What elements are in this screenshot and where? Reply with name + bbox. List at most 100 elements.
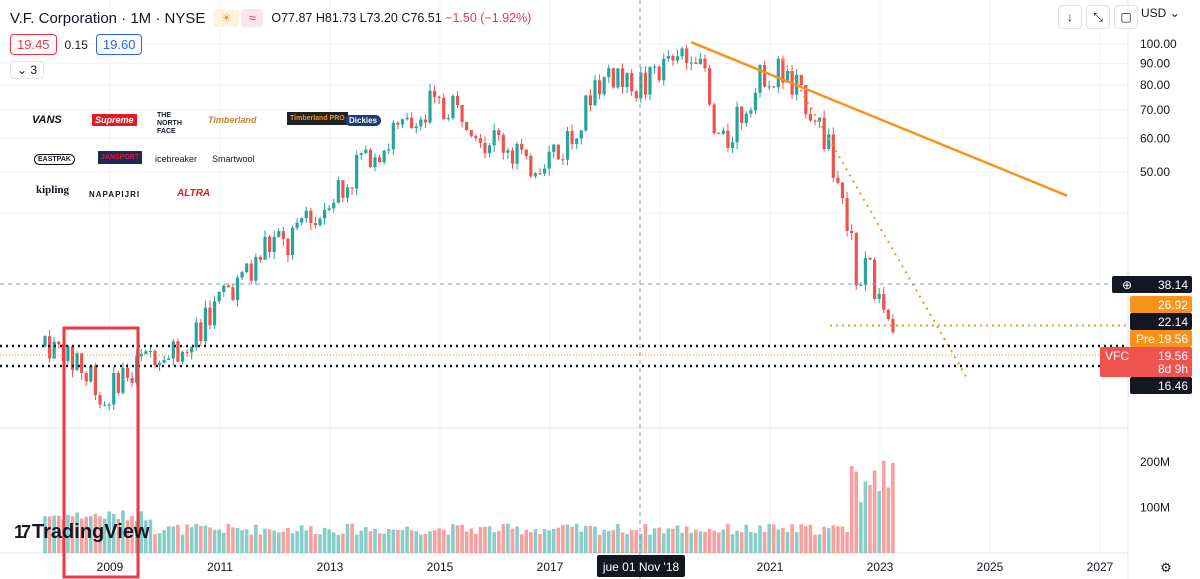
candle-body <box>47 336 52 359</box>
volume-bar <box>492 532 496 553</box>
ask-button[interactable]: 19.60 <box>95 34 143 55</box>
candle-body <box>666 56 670 59</box>
volume-bar <box>588 525 593 553</box>
volume-bar <box>130 515 134 553</box>
candle-body <box>524 149 528 156</box>
volume-bar <box>373 528 377 553</box>
candle-body <box>290 227 295 256</box>
candle-body <box>730 142 735 148</box>
candle-body <box>515 143 519 164</box>
volume-bar <box>666 528 671 553</box>
candle-body <box>740 106 744 123</box>
volume-bar <box>533 529 538 553</box>
volume-bar <box>391 529 396 553</box>
candle-body <box>377 157 382 163</box>
volume-bar <box>597 534 602 553</box>
candle-body <box>882 293 886 310</box>
volume-bar <box>111 513 116 553</box>
volume-bar <box>831 525 836 553</box>
candle-body <box>639 72 643 99</box>
candle-body <box>607 68 611 78</box>
candle-body <box>827 134 831 150</box>
candle-body <box>309 210 313 224</box>
candle-body <box>474 136 478 139</box>
candle-body <box>758 65 762 93</box>
candle-body <box>322 209 327 219</box>
volume-bar <box>47 516 52 553</box>
candle-body <box>698 58 703 65</box>
candle-body <box>332 202 336 209</box>
candle-body <box>419 119 423 127</box>
volume-bar <box>189 527 194 553</box>
volume-bar <box>446 534 451 553</box>
x-tick-label: 2023 <box>867 560 894 574</box>
crosshair-x-label: jue 01 Nov '18 <box>602 560 680 574</box>
candles <box>43 45 895 411</box>
axes: 100.00 90.00 80.00 70.00 60.00 50.00 200M 100M 2… <box>97 0 1200 579</box>
volume-bar <box>868 485 872 553</box>
tradingview-logo-icon: 17 <box>14 522 31 542</box>
arrow-down-icon[interactable]: ↓ <box>1058 5 1082 29</box>
pre-price: 19.56 <box>1158 332 1188 346</box>
candle-body <box>588 95 593 106</box>
tradingview-watermark: 17 TradingView <box>14 521 149 544</box>
candle-body <box>538 173 542 175</box>
candle-body <box>185 351 189 353</box>
candle-body <box>620 68 625 88</box>
candle-body <box>487 145 492 154</box>
candle-body <box>144 351 148 354</box>
volume-bar <box>776 529 781 553</box>
volume-bar <box>350 523 354 553</box>
symbol-title[interactable]: V.F. Corporation · 1M · NYSE <box>10 9 206 27</box>
volume-bar <box>212 529 217 553</box>
candle-body <box>432 90 437 97</box>
candle-body <box>121 367 125 393</box>
volume-bar <box>52 515 56 553</box>
volume-bar <box>570 526 574 553</box>
volume-bar <box>538 534 542 553</box>
y-tick-label: 70.00 <box>1140 103 1170 117</box>
volume-bar <box>840 526 845 553</box>
volume-bar <box>455 525 460 553</box>
ohlc-readout: O77.87 H81.73 L73.20 C76.51 −1.50 (−1.92… <box>271 11 531 25</box>
volume-bar <box>510 528 515 553</box>
volume-bar <box>859 502 863 553</box>
candle-body <box>84 372 88 382</box>
collapse-indicators-button[interactable]: ⌄ 3 <box>10 61 45 79</box>
candle-body <box>162 359 166 363</box>
screenshot-icon[interactable]: ▢ <box>1114 5 1138 29</box>
chevron-down-icon: ⌄ <box>17 63 28 77</box>
volume-bar <box>419 534 423 553</box>
candle-body <box>125 367 130 378</box>
fullscreen-icon[interactable]: ⤡ <box>1086 5 1110 29</box>
candle-body <box>451 95 455 119</box>
chevron-down-icon: ⌄ <box>1169 6 1180 20</box>
candle-body <box>799 74 803 86</box>
candle-body <box>300 218 304 223</box>
volume-bar <box>771 524 776 553</box>
candle-body <box>112 373 116 405</box>
logo-eastpak: EASTPAK <box>34 154 75 165</box>
volume-bar <box>643 523 648 553</box>
volume-bar <box>295 531 299 553</box>
volume-bar <box>872 470 877 553</box>
volume-bar <box>226 523 231 553</box>
x-tick-label: 2013 <box>317 560 344 574</box>
volume-bar <box>98 516 102 553</box>
volume-bar <box>845 531 849 553</box>
volume-bar <box>327 529 331 553</box>
logo-vans: VANS <box>32 114 62 126</box>
plus-icon: ⊕ <box>1122 278 1132 292</box>
candle-body <box>387 149 391 151</box>
candle-body <box>254 256 258 281</box>
volume-bar <box>79 518 84 553</box>
candle-body <box>886 309 890 320</box>
volume-bar <box>483 526 487 553</box>
trend-line-dotted <box>782 58 968 378</box>
volume-bar <box>611 530 616 553</box>
candle-body <box>671 56 675 61</box>
candle-body <box>327 208 331 210</box>
currency-dropdown[interactable]: USD ⌄ <box>1141 6 1180 20</box>
bid-button[interactable]: 19.45 <box>10 34 57 55</box>
